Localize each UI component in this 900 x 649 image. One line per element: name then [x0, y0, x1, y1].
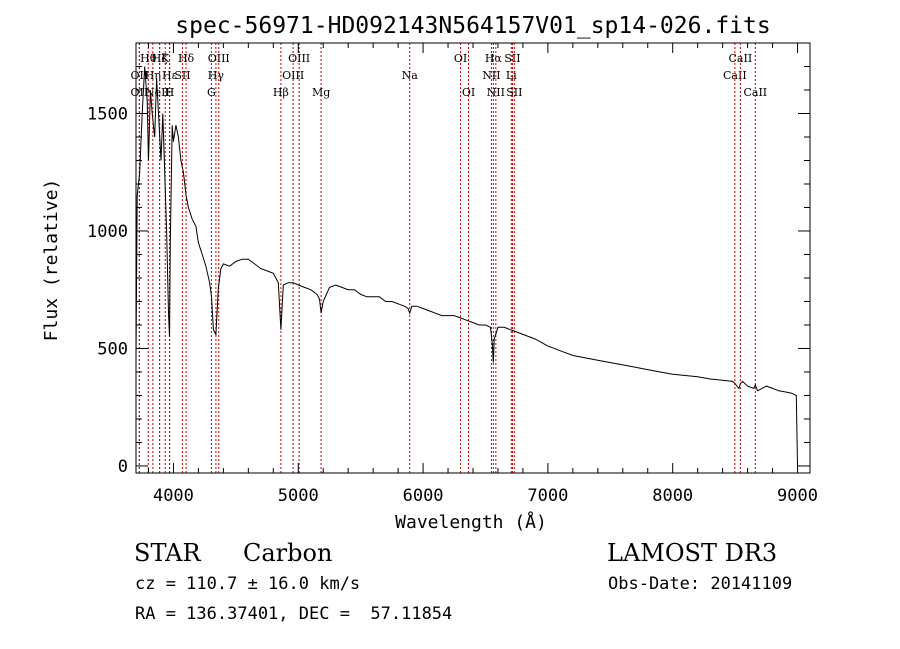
marker-label-12: Hγ [208, 69, 225, 82]
marker-label-10: Hδ [178, 52, 195, 65]
y-tick-label: 1500 [87, 104, 128, 124]
marker-label-19: OI [454, 52, 467, 65]
marker-label-27: CaII [723, 69, 747, 82]
x-tick-label: 9000 [777, 486, 818, 506]
marker-label-18: Na [402, 69, 419, 82]
line-markers: OIIOIIHθHηHζNeIIIKHHεSIIHδGHγOIIIHβOIIIO… [131, 43, 767, 473]
chart-title: spec-56971-HD092143N564157V01_sp14-026.f… [175, 13, 770, 39]
marker-label-20: OI [462, 86, 475, 99]
marker-label-8: Hε [162, 69, 178, 82]
marker-label-6: K [161, 52, 170, 65]
y-axis-ticks: 0 500 1000 1500 [87, 65, 810, 477]
redshift-text: cz = 110.7 ± 16.0 km/s [135, 574, 361, 594]
survey-name: LAMOST DR3 [607, 539, 778, 567]
object-subclass: Carbon [243, 539, 333, 567]
marker-label-23: NII [487, 86, 505, 99]
y-tick-label: 500 [97, 339, 128, 359]
marker-label-29: CaII [743, 86, 767, 99]
x-tick-label: 6000 [403, 486, 444, 506]
x-tick-label: 4000 [153, 486, 194, 506]
marker-label-4: Hζ [152, 52, 168, 65]
x-tick-label: 7000 [527, 486, 568, 506]
marker-label-25: SII [504, 52, 520, 65]
coordinates-text: RA = 136.37401, DEC = 57.11854 [135, 604, 453, 624]
x-tick-label: 5000 [278, 486, 319, 506]
marker-label-24: Li [506, 69, 517, 82]
marker-label-5: NeIII [145, 86, 174, 99]
plot-frame [135, 42, 811, 474]
marker-label-14: Hβ [273, 86, 289, 99]
object-class: STAR [134, 539, 201, 567]
marker-label-11: G [207, 86, 216, 99]
x-tick-label: 8000 [652, 486, 693, 506]
marker-label-15: OIII [282, 69, 304, 82]
y-tick-label: 1000 [87, 222, 128, 242]
spectrum-line [135, 66, 798, 467]
marker-label-3: Hη [145, 69, 161, 82]
obs-date-text: Obs-Date: 20141109 [608, 574, 793, 594]
x-axis-ticks: 4000 5000 6000 7000 8000 9000 [147, 43, 818, 506]
y-tick-label: 0 [118, 457, 128, 477]
marker-label-17: Mg [312, 86, 330, 99]
marker-label-22: Hα [485, 52, 503, 65]
marker-label-21: NII [482, 69, 500, 82]
y-axis-label: Flux (relative) [41, 179, 62, 342]
x-axis-label: Wavelength (Å) [395, 511, 547, 533]
marker-label-26: SII [506, 86, 522, 99]
marker-label-16: OIII [288, 52, 310, 65]
marker-label-9: SII [174, 69, 190, 82]
marker-label-13: OIII [208, 52, 230, 65]
marker-label-28: CaII [729, 52, 753, 65]
